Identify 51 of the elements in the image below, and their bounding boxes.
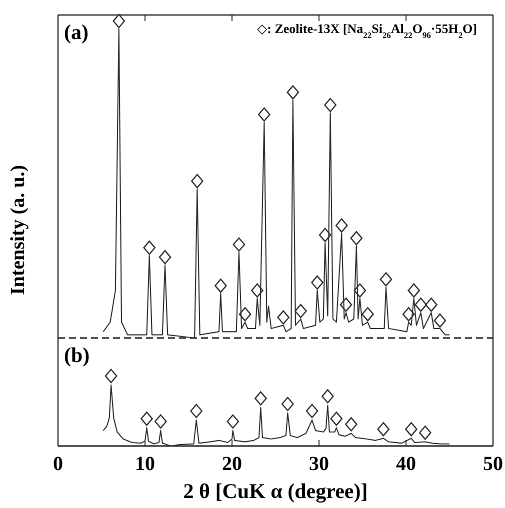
point [286,85,300,100]
point [191,174,204,188]
point [190,404,203,418]
chart-title: (b) [64,343,90,367]
point [345,417,358,432]
point [232,237,246,252]
point [354,283,366,298]
point [140,412,153,426]
x-tick-label: 30 [309,453,329,475]
chart-title: (a) [64,20,88,44]
point [350,230,363,246]
point [306,404,318,418]
point [322,389,334,404]
point [434,313,446,328]
point [254,391,267,406]
point [335,218,348,233]
point [408,283,420,298]
point [214,278,227,293]
point [324,98,336,112]
x-tick-label: 0 [53,453,63,475]
point [226,414,240,429]
point [418,426,432,440]
x-tick-label: 40 [396,453,416,475]
point [143,240,156,255]
point [340,298,352,312]
point [362,307,374,322]
point [311,275,324,290]
point [425,298,438,312]
point [282,396,294,412]
y-axis-title: Intensity (a. u.) [7,164,29,296]
point [154,414,167,429]
point [318,228,332,242]
point [294,304,307,318]
x-tick-label: 20 [222,453,242,475]
point [380,272,392,287]
point [402,307,415,322]
point [377,422,390,436]
point [238,307,252,322]
point [277,310,290,325]
point [414,298,427,312]
x-tick-label: 50 [483,453,503,475]
x-axis-title: 2 θ [CuK α (degree)] [183,479,368,503]
point [258,107,270,122]
point [405,422,418,436]
text: ◇: Zeolite-13X [Na$_{22}$Si$_{26}$Al$_{22}$O$_{96}$·55H$_{2}$O] [257,21,477,40]
point [112,14,126,28]
point [104,368,118,384]
point [158,250,172,264]
point [330,412,343,426]
point [251,283,264,298]
x-tick-label: 10 [135,453,155,475]
